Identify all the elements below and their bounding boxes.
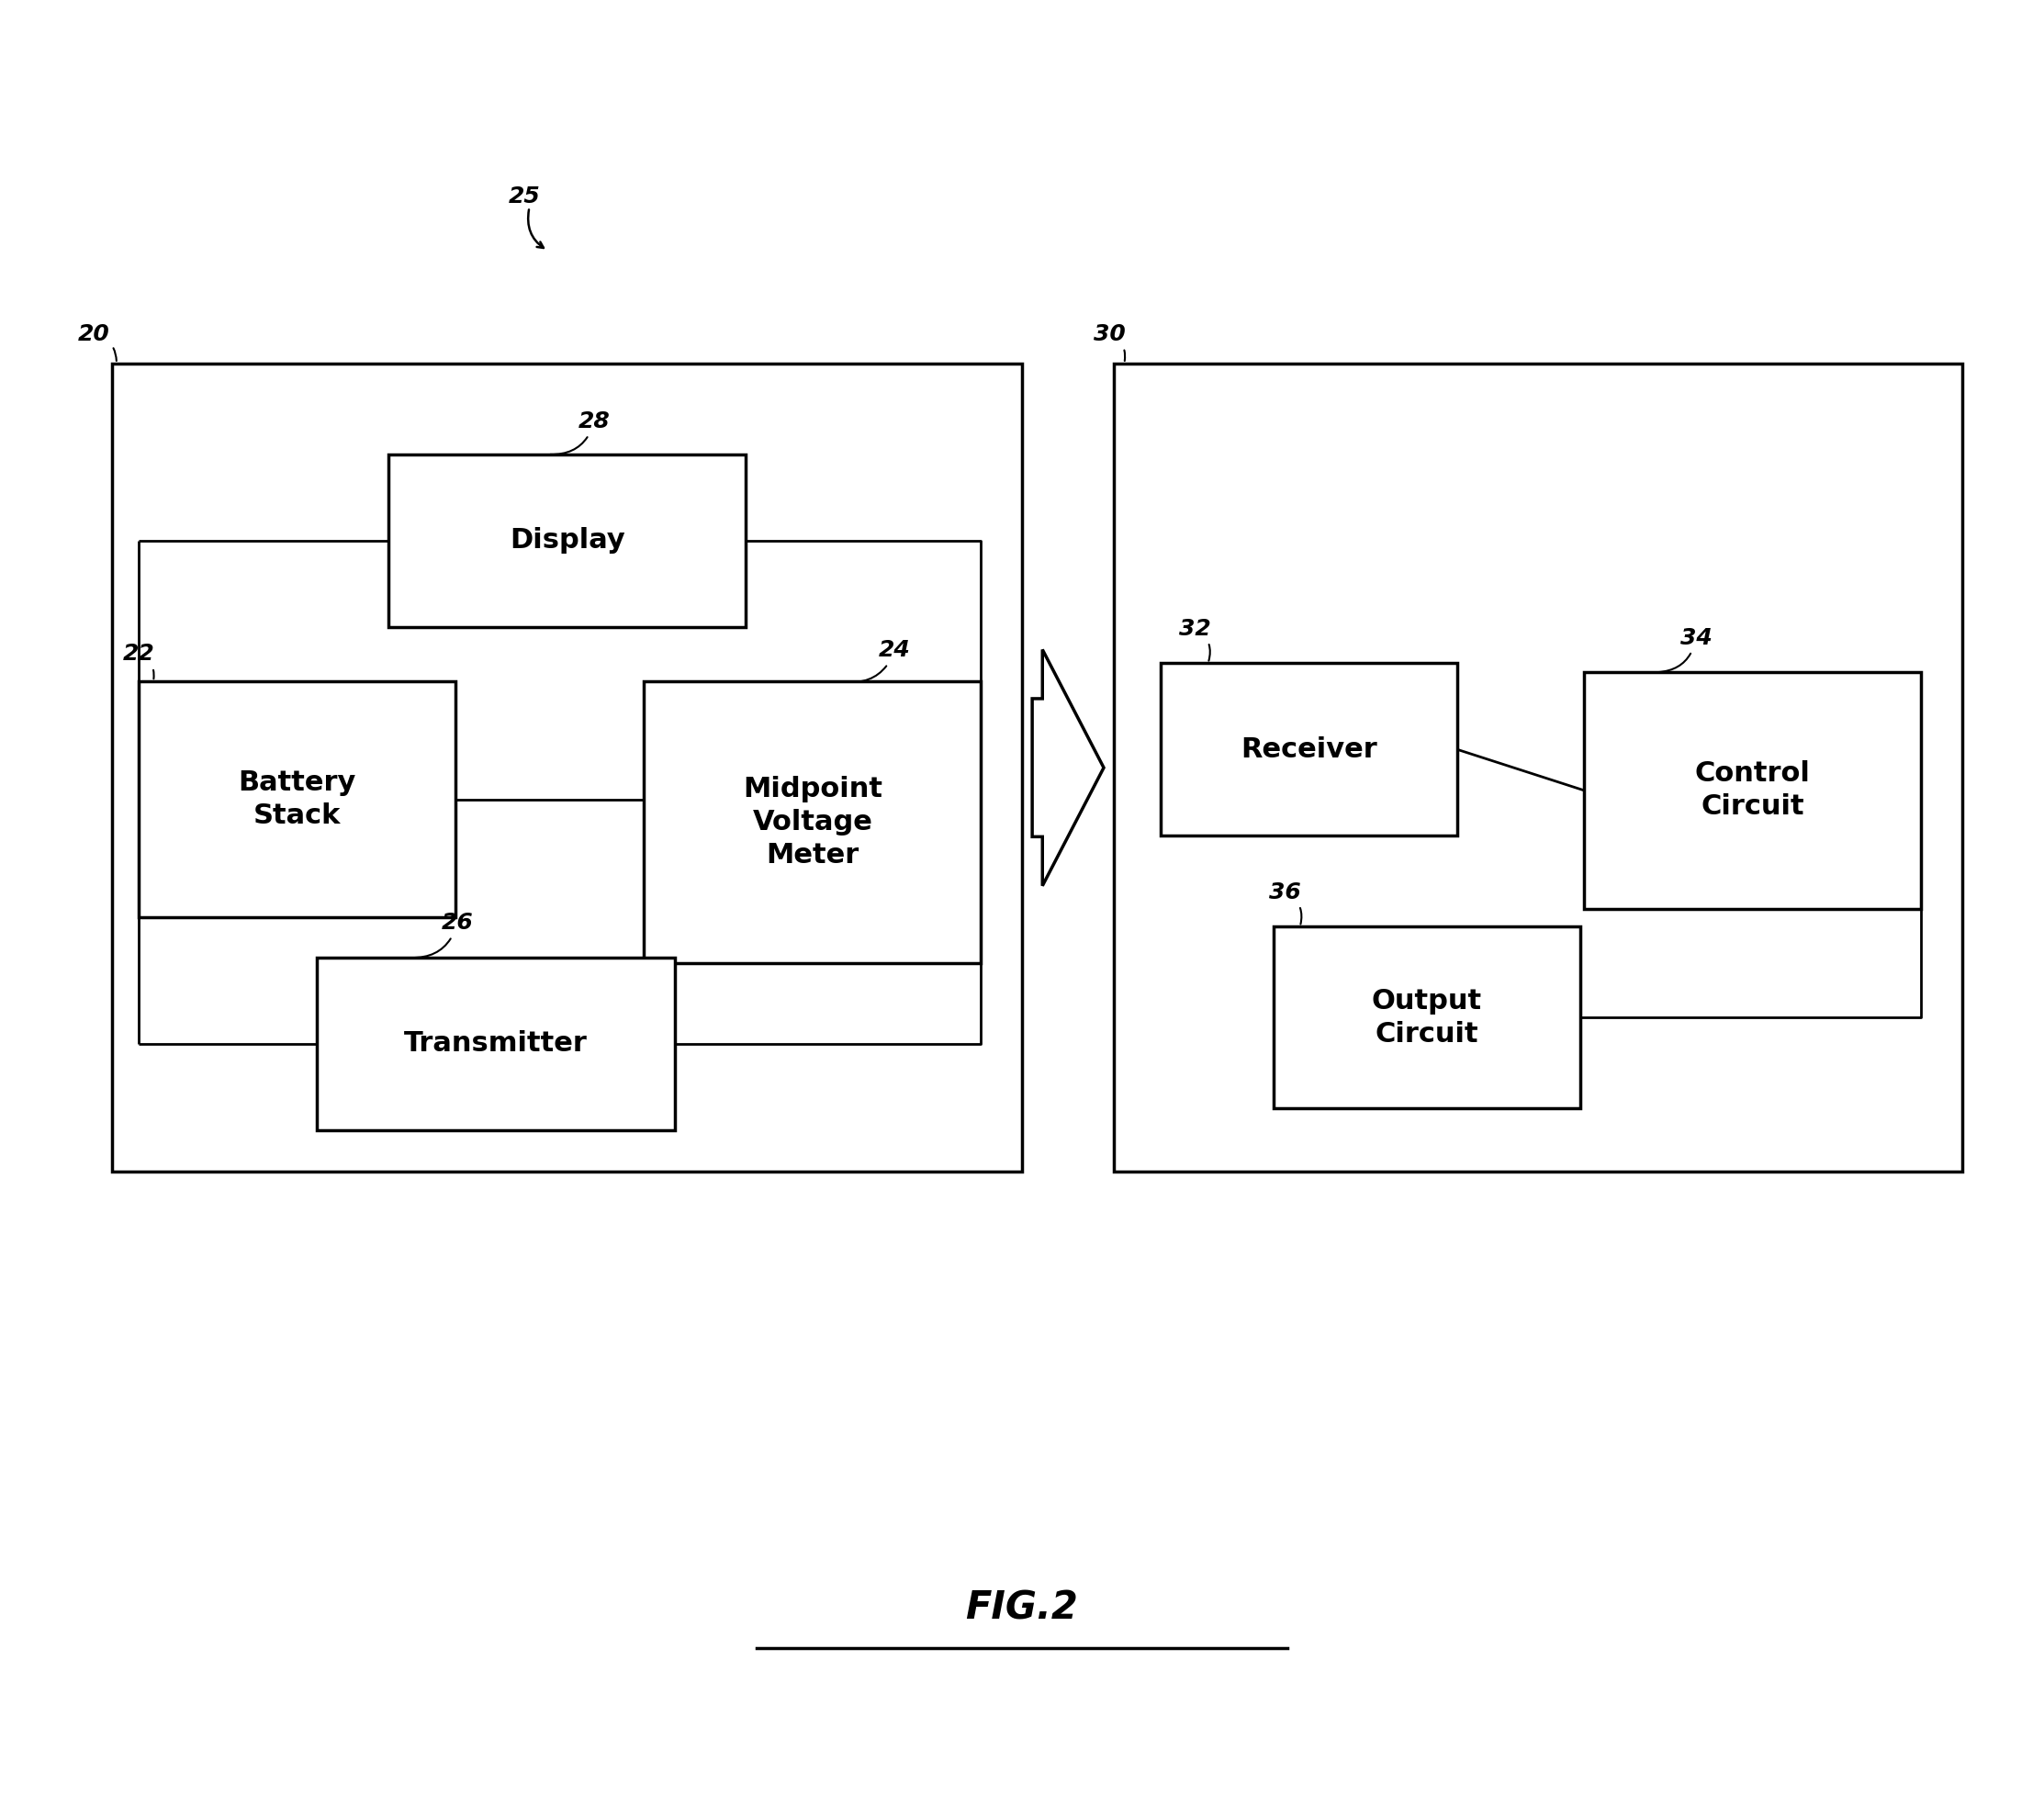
Text: Midpoint
Voltage
Meter: Midpoint Voltage Meter [742, 776, 883, 869]
Bar [1273, 927, 1580, 1108]
Text: Battery
Stack: Battery Stack [239, 770, 356, 829]
Bar [1114, 363, 1962, 1172]
Text: 24: 24 [844, 640, 912, 681]
Bar [139, 681, 456, 918]
Polygon shape [1032, 649, 1104, 887]
Text: Display: Display [509, 527, 625, 554]
Text: 30: 30 [1094, 323, 1126, 362]
Text: 28: 28 [550, 411, 611, 454]
Bar [644, 681, 981, 963]
Text: Receiver: Receiver [1241, 736, 1378, 763]
Text: Control
Circuit: Control Circuit [1694, 761, 1811, 819]
Text: Output
Circuit: Output Circuit [1372, 988, 1482, 1047]
Text: 25: 25 [509, 185, 542, 207]
Bar [317, 958, 675, 1130]
Bar [1161, 663, 1457, 836]
Text: 34: 34 [1658, 627, 1713, 672]
Text: FIG.2: FIG.2 [965, 1588, 1079, 1628]
Bar [112, 363, 1022, 1172]
Bar [388, 454, 746, 627]
Bar [1584, 672, 1921, 908]
Text: 22: 22 [123, 643, 155, 680]
Text: 20: 20 [78, 323, 117, 362]
Text: Transmitter: Transmitter [405, 1030, 587, 1057]
Text: 32: 32 [1179, 618, 1212, 661]
Text: 26: 26 [411, 912, 474, 958]
Text: 36: 36 [1269, 881, 1302, 925]
